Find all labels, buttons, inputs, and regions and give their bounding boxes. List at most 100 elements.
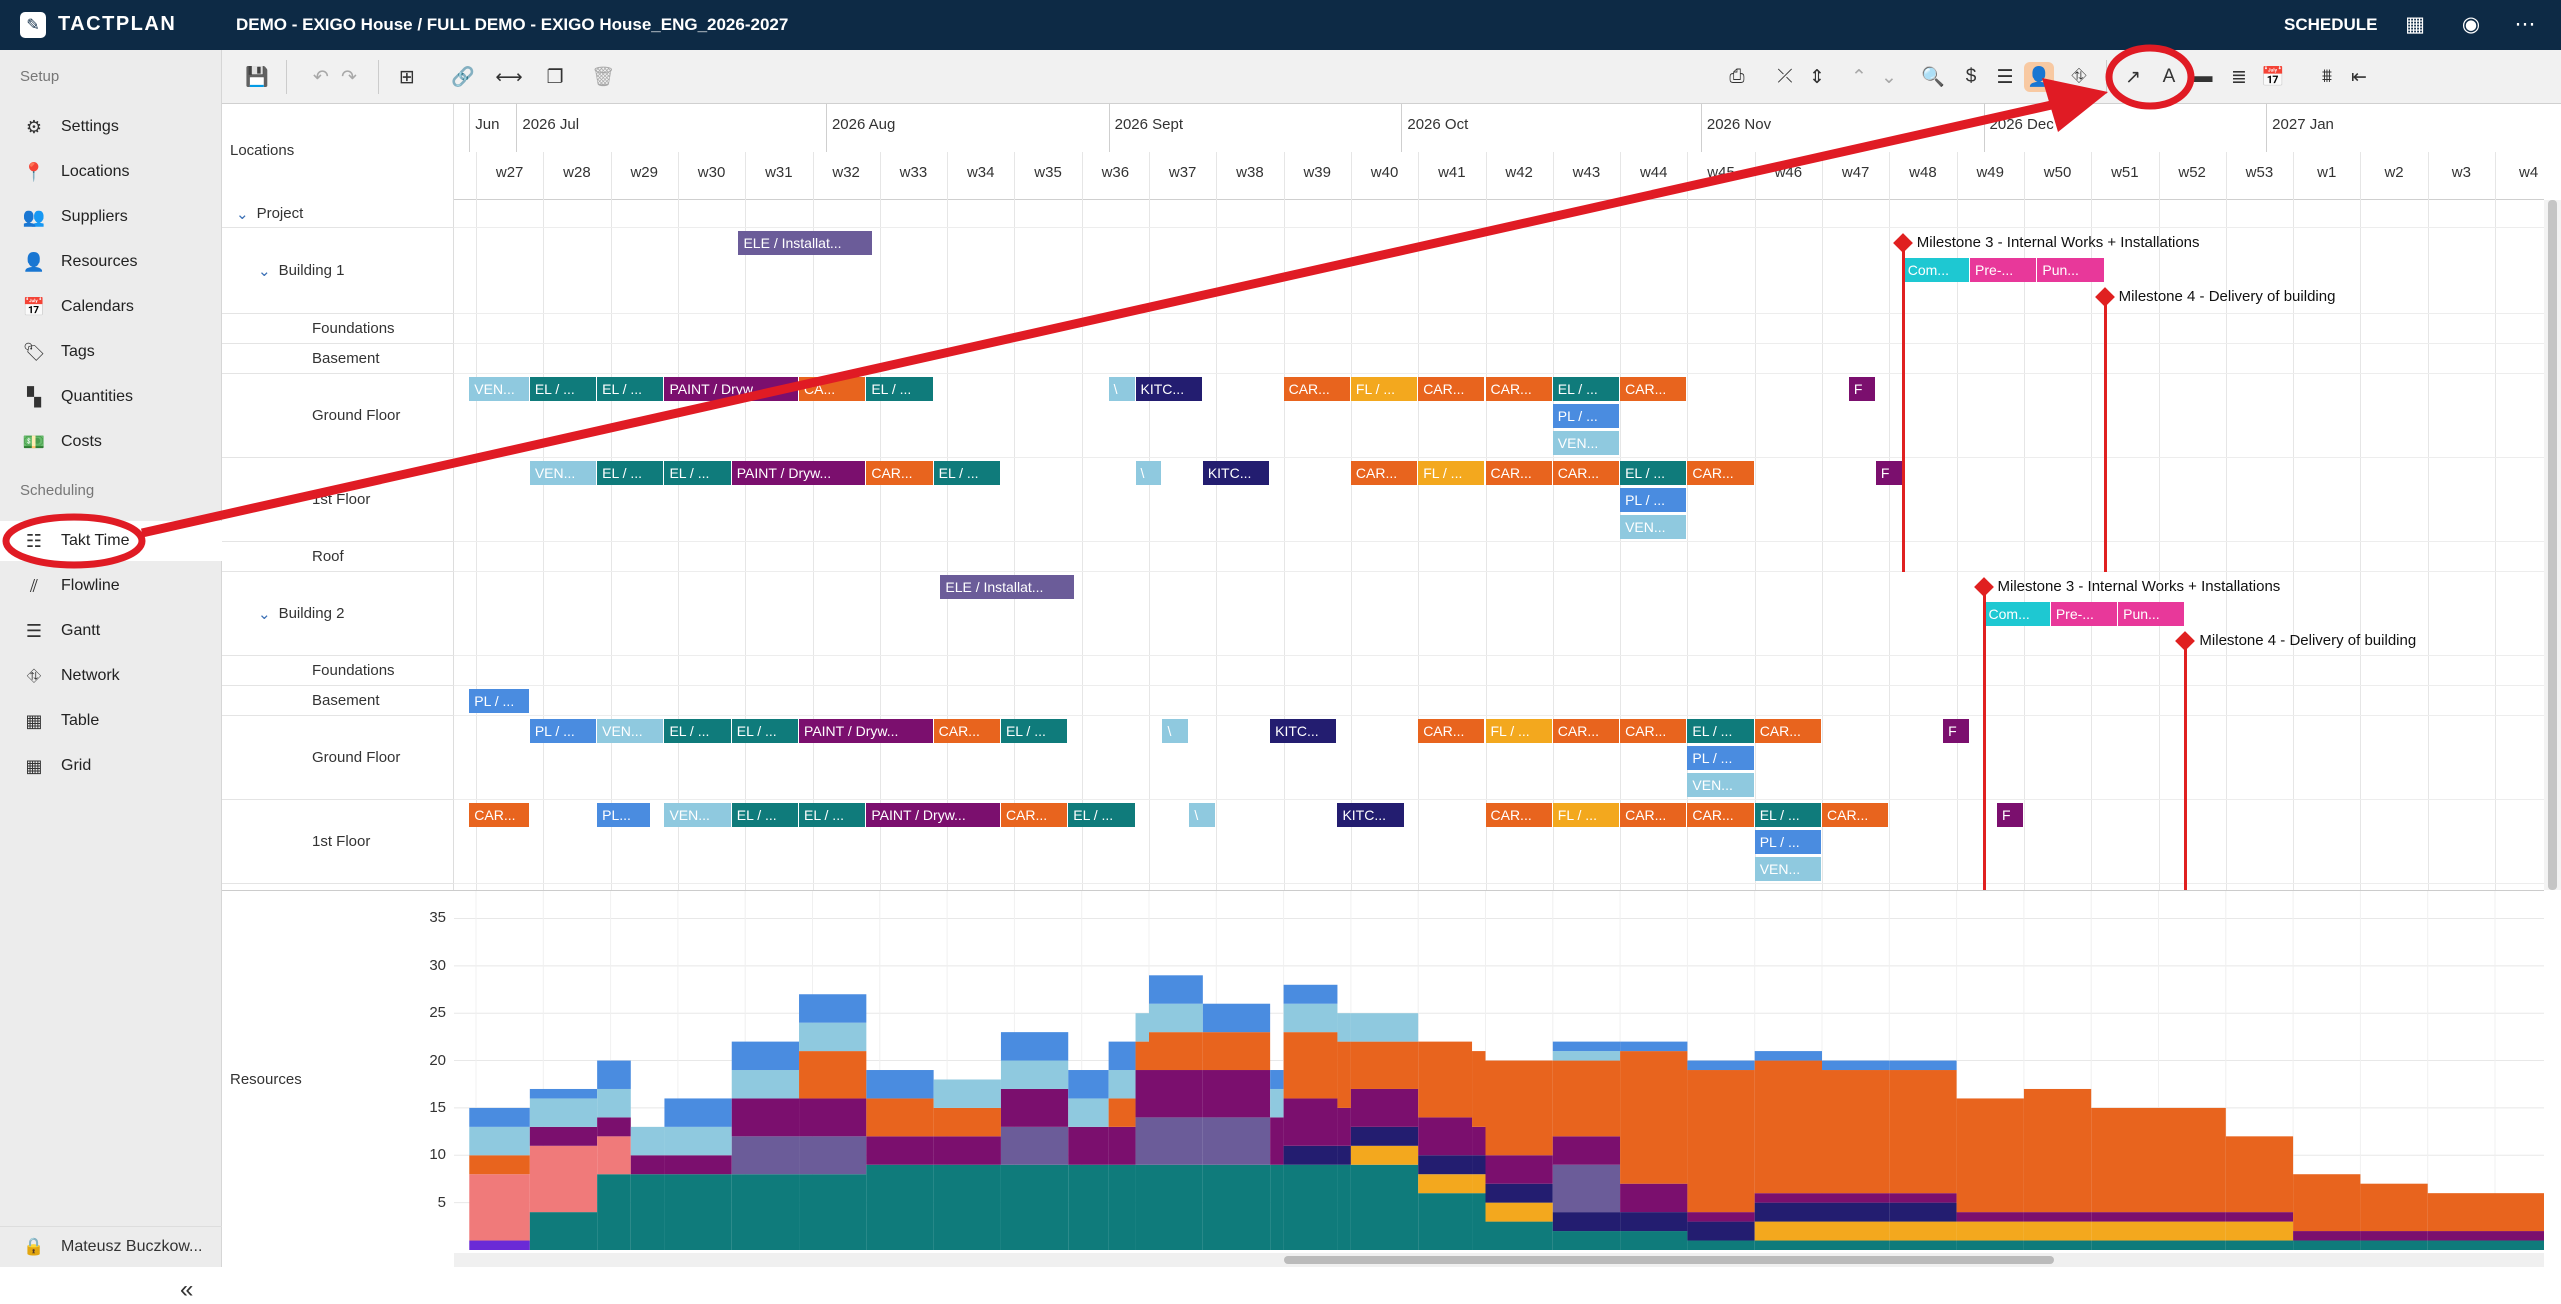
sidebar-item-gantt[interactable]: ☰ Gantt bbox=[0, 611, 222, 651]
building-icon[interactable]: ▦ bbox=[2405, 13, 2425, 36]
task-bar[interactable]: Pun... bbox=[2037, 258, 2105, 282]
sidebar-item-network[interactable]: ⛗ Network bbox=[0, 656, 222, 696]
vertical-scrollbar[interactable] bbox=[2544, 200, 2561, 890]
task-bar[interactable]: PAINT / Dryw... bbox=[866, 803, 1001, 827]
task-bar[interactable]: VEN... bbox=[597, 719, 665, 743]
task-bar[interactable]: EL / ... bbox=[597, 461, 665, 485]
sidebar-item-quantities[interactable]: ▚ Quantities bbox=[0, 377, 222, 417]
task-bar[interactable]: \ bbox=[1108, 377, 1136, 401]
task-bar[interactable]: VEN... bbox=[664, 803, 732, 827]
location-row[interactable]: Foundations bbox=[222, 656, 454, 686]
task-bar[interactable]: VEN... bbox=[1754, 857, 1822, 881]
collapse-rows-icon[interactable]: ⤫ bbox=[1777, 66, 1793, 87]
hierarchy-icon[interactable]: ⛗ bbox=[2071, 66, 2087, 87]
user-profile[interactable]: 🔒 Mateusz Buczkow... bbox=[0, 1226, 222, 1266]
task-bar[interactable]: EL / ... bbox=[799, 803, 867, 827]
task-bar[interactable]: CAR... bbox=[866, 461, 934, 485]
task-bar[interactable]: KITC... bbox=[1202, 461, 1271, 485]
takt-plan-chart[interactable]: Jun 2026 Jul 2026 Aug 2026 Sept 2026 Oct 2026… bbox=[454, 104, 2544, 890]
add-task-icon[interactable]: ⊞ bbox=[399, 66, 415, 88]
task-bar[interactable]: EL / ... bbox=[933, 461, 1001, 485]
task-bar[interactable]: EL / ... bbox=[664, 719, 732, 743]
link-icon[interactable]: 🔗 bbox=[451, 67, 475, 88]
location-row[interactable]: ⌄ Project bbox=[222, 200, 454, 228]
task-bar[interactable]: EL / ... bbox=[529, 377, 598, 401]
task-bar[interactable]: EL / ... bbox=[1000, 719, 1069, 743]
task-bar[interactable]: EL / ... bbox=[731, 803, 800, 827]
task-bar[interactable]: Pun... bbox=[2118, 602, 2186, 626]
milestone-diamond[interactable] bbox=[2094, 287, 2115, 307]
task-bar[interactable]: CAR... bbox=[1754, 719, 1822, 743]
location-row[interactable]: 1st Floor bbox=[222, 800, 454, 884]
task-bar[interactable]: F bbox=[1996, 803, 2024, 827]
more-options-icon[interactable]: ⋯ bbox=[2514, 13, 2536, 36]
calendar-view-icon[interactable]: 📅 bbox=[2261, 67, 2285, 88]
sidebar-item-takt-time[interactable]: ☷ Takt Time bbox=[0, 521, 222, 561]
currency-sync-icon[interactable]: $ bbox=[1965, 66, 1977, 87]
task-bar[interactable]: CAR... bbox=[1000, 803, 1069, 827]
redo-icon[interactable]: ↷ bbox=[341, 66, 357, 88]
task-bar[interactable]: CAR... bbox=[1620, 803, 1688, 827]
task-bar[interactable]: PAINT / Dryw... bbox=[799, 719, 934, 743]
task-bar[interactable]: CAR... bbox=[1283, 377, 1351, 401]
filter-icon[interactable]: ⩩ bbox=[2321, 66, 2333, 87]
task-bar[interactable]: VEN... bbox=[1687, 773, 1755, 797]
trend-icon[interactable]: ↗ bbox=[2125, 66, 2141, 88]
task-bar[interactable]: PL / ... bbox=[1620, 488, 1688, 512]
task-bar[interactable]: Pre-... bbox=[1970, 258, 2038, 282]
milestone-diamond[interactable] bbox=[1973, 577, 1994, 597]
copy-icon[interactable]: ❐ bbox=[546, 66, 564, 88]
task-bar[interactable]: Com... bbox=[1902, 258, 1971, 282]
sidebar-item-calendars[interactable]: 📅 Calendars bbox=[0, 287, 222, 327]
milestone-diamond[interactable] bbox=[2175, 631, 2196, 651]
schedule-mode-label[interactable]: SCHEDULE bbox=[2284, 15, 2378, 34]
task-bar[interactable]: VEN... bbox=[529, 461, 598, 485]
task-bar[interactable]: KITC... bbox=[1337, 803, 1405, 827]
task-bar[interactable]: \ bbox=[1135, 461, 1163, 485]
task-bar[interactable]: CAR... bbox=[1687, 461, 1755, 485]
task-bar[interactable]: PL / ... bbox=[529, 719, 598, 743]
stretch-icon[interactable]: ⟷ bbox=[495, 66, 523, 88]
task-bar[interactable]: KITC... bbox=[1135, 377, 1203, 401]
milestone-diamond[interactable] bbox=[1892, 233, 1913, 253]
save-icon[interactable]: 💾 bbox=[245, 67, 269, 88]
text-format-icon[interactable]: A bbox=[2162, 66, 2176, 87]
task-bar[interactable]: ELE / Installat... bbox=[940, 575, 1075, 599]
task-bar[interactable]: CAR... bbox=[933, 719, 1001, 743]
tactplan-logo-icon[interactable]: ✎ bbox=[20, 12, 46, 38]
task-bar[interactable]: FL / ... bbox=[1418, 461, 1486, 485]
task-bar[interactable]: EL / ... bbox=[664, 461, 732, 485]
location-row[interactable]: Ground Floor bbox=[222, 374, 454, 458]
task-bar[interactable]: CAR... bbox=[1822, 803, 1890, 827]
location-row[interactable]: 1st Floor bbox=[222, 458, 454, 542]
sidebar-item-grid[interactable]: ▦ Grid bbox=[0, 746, 222, 786]
undo-icon[interactable]: ↶ bbox=[313, 66, 329, 88]
task-bar[interactable]: ELE / Installat... bbox=[738, 231, 874, 255]
task-bar[interactable]: PAINT / Dryw... bbox=[731, 461, 867, 485]
task-bar[interactable]: FL / ... bbox=[1350, 377, 1419, 401]
task-bar[interactable]: EL / ... bbox=[597, 377, 665, 401]
location-row[interactable]: ⌄ Building 2 bbox=[222, 572, 454, 656]
collapse-sidebar-icon[interactable]: « bbox=[180, 1276, 194, 1303]
task-bar[interactable]: F bbox=[1875, 461, 1903, 485]
task-bar[interactable]: CAR... bbox=[1620, 719, 1688, 743]
rows-icon[interactable]: ▬ bbox=[2193, 66, 2213, 87]
task-bar[interactable]: CAR... bbox=[1350, 461, 1419, 485]
task-bar[interactable]: EL / ... bbox=[866, 377, 934, 401]
task-bar[interactable]: EL / ... bbox=[1068, 803, 1136, 827]
sidebar-item-costs[interactable]: 💵 Costs bbox=[0, 422, 222, 462]
task-bar[interactable]: VEN... bbox=[1552, 431, 1621, 455]
task-bar[interactable]: EL / ... bbox=[731, 719, 800, 743]
task-bar[interactable]: CAR... bbox=[1485, 377, 1553, 401]
density-icon[interactable]: ≣ bbox=[2231, 66, 2247, 88]
task-bar[interactable]: CAR... bbox=[1552, 461, 1621, 485]
task-bar[interactable]: \ bbox=[1189, 803, 1217, 827]
chevron-down-icon[interactable]: ⌄ bbox=[236, 205, 249, 223]
horizontal-scrollbar[interactable] bbox=[454, 1253, 2544, 1267]
task-bar[interactable]: FL / ... bbox=[1485, 719, 1553, 743]
task-bar[interactable]: CAR... bbox=[1418, 719, 1486, 743]
location-row[interactable]: Basement bbox=[222, 686, 454, 716]
location-row[interactable]: ⌄ Building 1 bbox=[222, 228, 454, 314]
vertical-scroll-thumb[interactable] bbox=[2548, 200, 2557, 890]
account-icon[interactable]: ◉ bbox=[2461, 13, 2481, 36]
